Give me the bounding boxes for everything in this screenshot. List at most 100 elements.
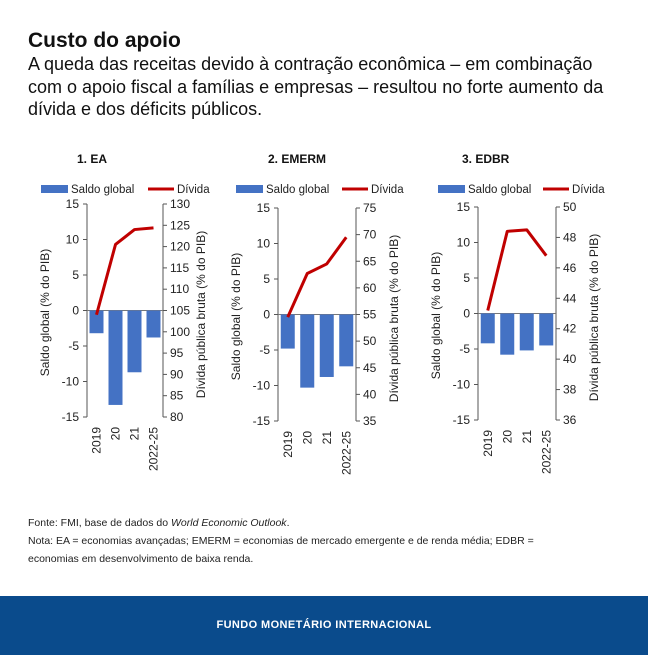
left-tick-label: -5 bbox=[259, 343, 270, 357]
right-tick-label: 130 bbox=[170, 197, 190, 211]
right-tick-label: 50 bbox=[563, 200, 577, 214]
right-tick-label: 45 bbox=[363, 361, 377, 375]
chart-title: 1. EA bbox=[77, 152, 107, 166]
right-tick-label: 48 bbox=[563, 230, 577, 244]
right-tick-label: 115 bbox=[170, 261, 189, 275]
page-title: Custo do apoio bbox=[28, 29, 181, 52]
left-tick-label: -15 bbox=[62, 410, 80, 424]
legend-bar-label: Saldo global bbox=[468, 184, 531, 196]
left-tick-label: -10 bbox=[453, 378, 471, 392]
right-tick-label: 42 bbox=[563, 322, 577, 336]
x-category-label: 20 bbox=[300, 431, 314, 445]
right-tick-label: 80 bbox=[170, 410, 184, 424]
source-prefix: Fonte: FMI, base de dados do bbox=[28, 517, 172, 529]
page-subtitle: A queda das receitas devido à contração … bbox=[28, 54, 604, 119]
source-database-name: World Economic Outlook bbox=[171, 517, 287, 529]
x-category-label: 21 bbox=[520, 430, 534, 444]
right-tick-label: 55 bbox=[363, 308, 377, 322]
left-tick-label: 15 bbox=[66, 197, 80, 211]
left-axis-title: Saldo global (% do PIB) bbox=[38, 249, 52, 376]
right-tick-label: 60 bbox=[363, 281, 377, 295]
right-tick-label: 40 bbox=[363, 387, 377, 401]
left-tick-label: -10 bbox=[62, 375, 80, 389]
abbrev-note-line-1: Nota: EA = economias avançadas; EMERM = … bbox=[28, 535, 534, 547]
bar-saldo-2019 bbox=[280, 314, 295, 349]
source-suffix: . bbox=[286, 517, 290, 529]
bar-saldo-2022-25 bbox=[146, 310, 161, 338]
right-tick-label: 105 bbox=[170, 304, 190, 318]
charts-area: 1. EA Saldo global Dívida -15 -10 -5 0 5 10 15 80 8… bbox=[38, 152, 605, 475]
right-tick-label: 65 bbox=[363, 254, 377, 268]
bar-saldo-2019 bbox=[480, 313, 495, 344]
legend-line-label: Dívida bbox=[371, 184, 404, 196]
bar-saldo-21 bbox=[319, 314, 334, 377]
x-category-label: 2022-25 bbox=[339, 431, 353, 475]
left-tick-label: 0 bbox=[263, 308, 270, 322]
right-tick-label: 110 bbox=[170, 282, 189, 296]
line-divida bbox=[95, 226, 154, 316]
line-divida bbox=[486, 228, 548, 311]
right-tick-label: 120 bbox=[170, 240, 190, 254]
x-category-label: 2019 bbox=[90, 427, 104, 454]
left-axis-title: Saldo global (% do PIB) bbox=[229, 253, 243, 380]
right-tick-label: 35 bbox=[363, 414, 377, 428]
left-tick-label: 10 bbox=[257, 237, 271, 251]
chart-panel-3: 3. EDBR Saldo global Dívida -15 -10 -5 0 5 10 15 3… bbox=[429, 152, 605, 474]
left-tick-label: -10 bbox=[253, 379, 271, 393]
right-tick-label: 125 bbox=[170, 218, 190, 232]
bar-saldo-2022-25 bbox=[539, 313, 554, 346]
x-category-label: 2019 bbox=[481, 430, 495, 457]
x-category-label: 20 bbox=[109, 427, 123, 441]
chart-panel-2: 2. EMERM Saldo global Dívida -15 -10 -5 0 5 10 15… bbox=[229, 152, 404, 475]
footer-label: FUNDO MONETÁRIO INTERNACIONAL bbox=[216, 619, 432, 631]
line-divida bbox=[286, 236, 348, 318]
bar-saldo-20 bbox=[108, 310, 123, 405]
right-axis-title: Dívida pública bruta (% do PIB) bbox=[387, 235, 401, 402]
abbrev-note-line-2: economias em desenvolvimento de baixa re… bbox=[28, 553, 254, 565]
notes: Fonte: FMI, base de dados do World Econo… bbox=[28, 514, 608, 568]
chart-title: 2. EMERM bbox=[268, 152, 326, 166]
chart-panel-1: 1. EA Saldo global Dívida -15 -10 -5 0 5 10 15 80 8… bbox=[38, 152, 210, 471]
left-tick-label: -15 bbox=[253, 414, 271, 428]
right-tick-label: 70 bbox=[363, 228, 377, 242]
right-tick-label: 95 bbox=[170, 346, 184, 360]
right-tick-label: 36 bbox=[563, 413, 577, 427]
bar-saldo-21 bbox=[127, 310, 142, 373]
left-tick-label: 10 bbox=[66, 233, 80, 247]
left-tick-label: -5 bbox=[459, 342, 470, 356]
left-tick-label: 15 bbox=[257, 201, 271, 215]
right-axis-title: Dívida pública bruta (% do PIB) bbox=[587, 234, 601, 401]
left-tick-label: -15 bbox=[453, 413, 471, 427]
bar-saldo-20 bbox=[300, 314, 315, 388]
left-tick-label: 0 bbox=[72, 304, 79, 318]
right-tick-label: 75 bbox=[363, 201, 377, 215]
bar-saldo-2022-25 bbox=[339, 314, 354, 367]
right-axis-title: Dívida pública bruta (% do PIB) bbox=[194, 231, 208, 398]
footer-bar: FUNDO MONETÁRIO INTERNACIONAL bbox=[0, 596, 648, 655]
right-tick-label: 44 bbox=[563, 291, 577, 305]
left-tick-label: 10 bbox=[457, 236, 471, 250]
legend-line-label: Dívida bbox=[177, 184, 210, 196]
left-axis-title: Saldo global (% do PIB) bbox=[429, 252, 443, 379]
bar-saldo-20 bbox=[500, 313, 515, 355]
x-category-label: 21 bbox=[320, 431, 334, 445]
right-tick-label: 85 bbox=[170, 389, 184, 403]
legend-bar-label: Saldo global bbox=[266, 184, 329, 196]
right-tick-label: 50 bbox=[363, 334, 377, 348]
left-tick-label: -5 bbox=[68, 339, 79, 353]
x-category-label: 2019 bbox=[281, 431, 295, 458]
right-tick-label: 38 bbox=[563, 383, 577, 397]
x-category-label: 2022-25 bbox=[539, 430, 553, 474]
left-tick-label: 0 bbox=[463, 307, 470, 321]
legend-bar-label: Saldo global bbox=[71, 184, 134, 196]
right-tick-label: 46 bbox=[563, 261, 577, 275]
chart-title: 3. EDBR bbox=[462, 152, 510, 166]
legend-bar-swatch bbox=[236, 185, 263, 193]
bar-saldo-21 bbox=[519, 313, 534, 351]
legend-line-label: Dívida bbox=[572, 184, 605, 196]
left-tick-label: 5 bbox=[263, 272, 270, 286]
x-category-label: 20 bbox=[500, 430, 514, 444]
right-tick-label: 90 bbox=[170, 367, 184, 381]
source-note: Fonte: FMI, base de dados do World Econo… bbox=[28, 514, 608, 532]
x-category-label: 21 bbox=[128, 427, 142, 441]
